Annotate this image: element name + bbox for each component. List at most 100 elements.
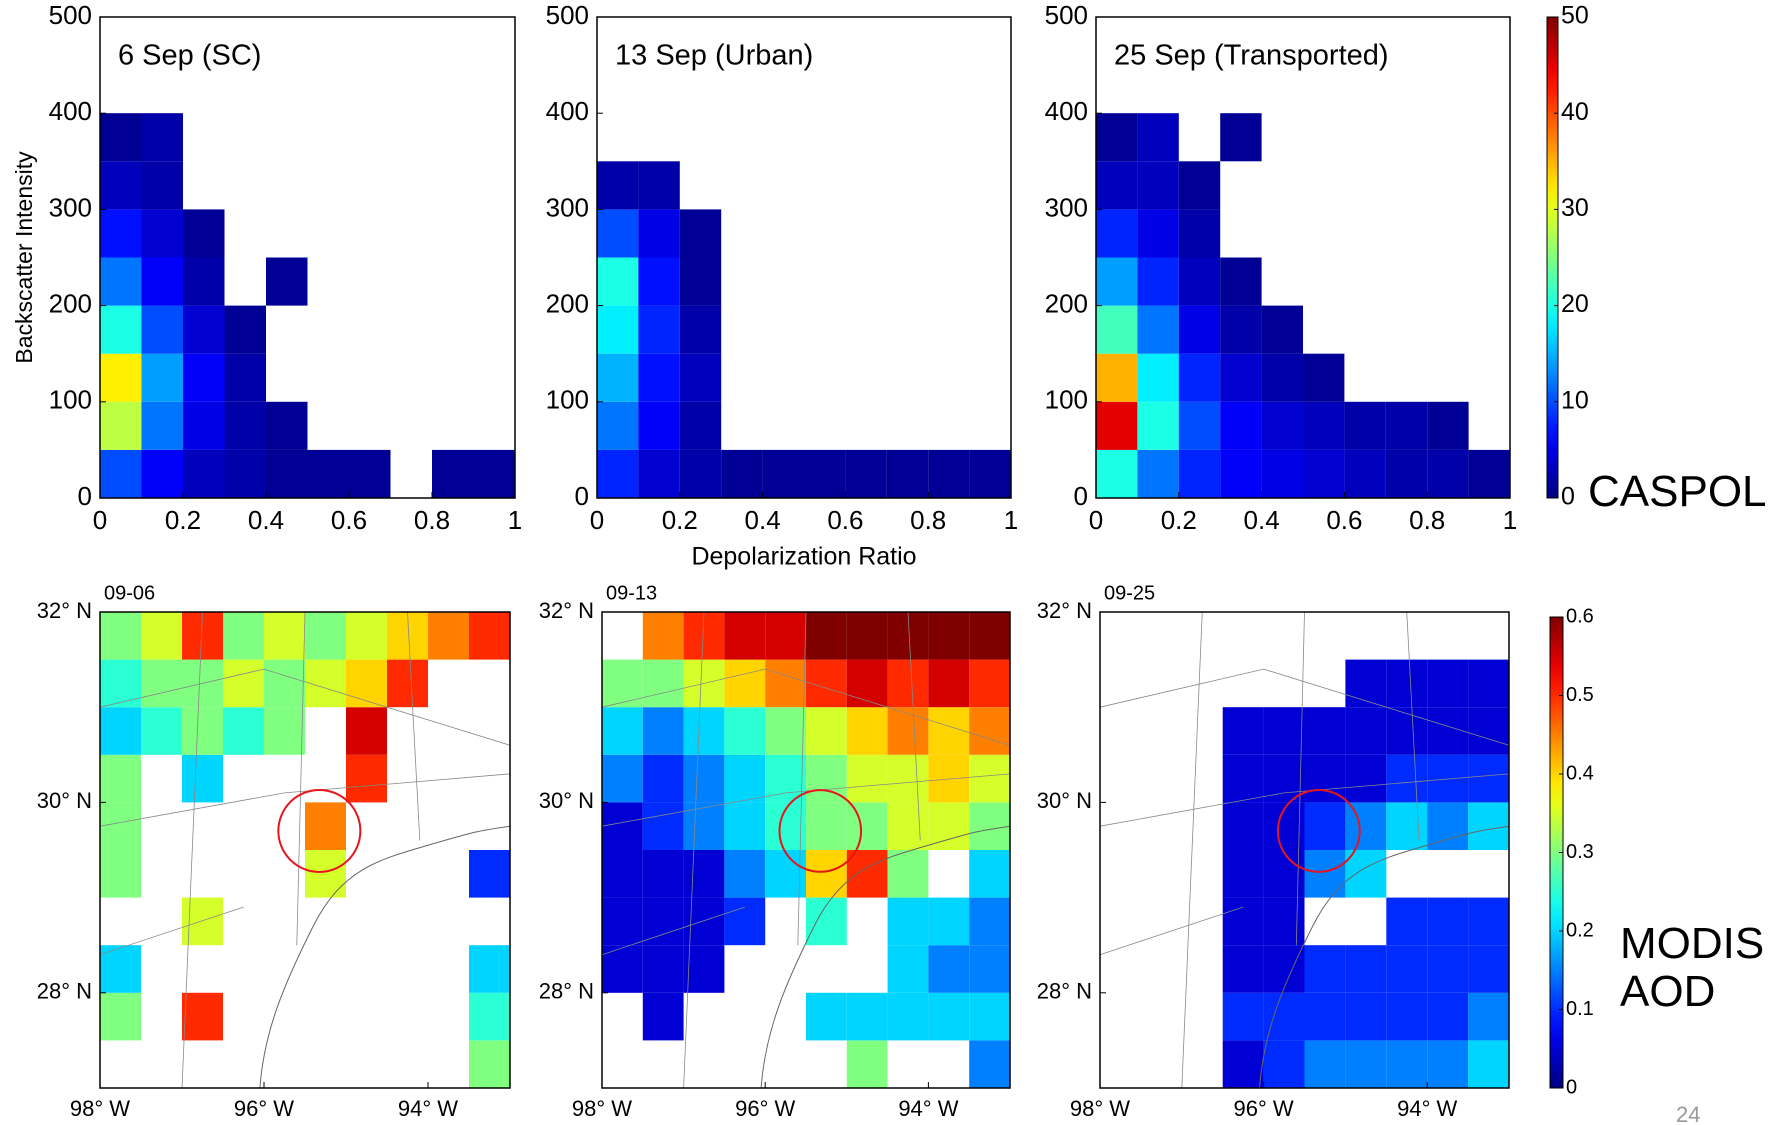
cell xyxy=(266,257,308,306)
cell xyxy=(266,401,308,450)
cell xyxy=(1468,945,1509,993)
cell xyxy=(183,449,225,498)
cell xyxy=(928,897,970,946)
cell xyxy=(846,1040,888,1088)
colorbar-tick-label: 10 xyxy=(1561,386,1589,414)
cell xyxy=(141,161,183,210)
cell xyxy=(305,850,346,898)
cell xyxy=(887,659,929,708)
y-tick-label: 300 xyxy=(546,192,589,222)
cell xyxy=(1427,659,1469,708)
cell xyxy=(141,659,182,708)
cell xyxy=(1427,707,1469,755)
cell xyxy=(762,449,804,498)
colorbar xyxy=(1546,16,1559,499)
cell xyxy=(642,850,684,898)
cell xyxy=(1096,305,1138,354)
x-tick-label: 0 xyxy=(590,505,604,535)
x-tick-label: 0.4 xyxy=(745,505,781,535)
y-tick-label: 500 xyxy=(1045,0,1088,30)
cell xyxy=(638,305,680,354)
x-tick-label: 96° W xyxy=(234,1096,294,1121)
cell xyxy=(264,612,305,660)
cell xyxy=(224,305,266,354)
cell xyxy=(183,209,225,258)
y-tick-label: 30° N xyxy=(37,788,92,813)
cell xyxy=(224,353,266,402)
cell xyxy=(928,754,970,803)
cell xyxy=(1345,802,1387,850)
cell xyxy=(1220,353,1262,402)
y-tick-label: 28° N xyxy=(539,979,594,1004)
cell xyxy=(141,113,183,162)
cell xyxy=(1345,659,1387,708)
y-tick-label: 200 xyxy=(49,288,92,318)
cell xyxy=(1220,449,1262,498)
cell xyxy=(724,802,766,850)
page-number: 24 xyxy=(1676,1102,1700,1125)
cell xyxy=(642,707,684,755)
cell xyxy=(100,612,141,660)
y-tick-label: 0 xyxy=(1074,481,1088,511)
cell xyxy=(887,992,929,1041)
cell xyxy=(683,945,725,993)
cell xyxy=(469,945,510,993)
cell xyxy=(928,992,970,1041)
y-tick-label: 0 xyxy=(78,481,92,511)
cell xyxy=(638,401,680,450)
cell xyxy=(469,850,510,898)
cell xyxy=(141,257,183,306)
cell xyxy=(642,612,684,660)
cell xyxy=(886,449,929,498)
cell xyxy=(1386,992,1428,1041)
cell xyxy=(1222,850,1264,898)
plot-frame xyxy=(596,16,1012,499)
x-tick-label: 0.6 xyxy=(827,505,863,535)
cell xyxy=(928,449,970,498)
colorbar-tick-label: 50 xyxy=(1561,2,1589,30)
cell xyxy=(387,612,428,660)
cell xyxy=(638,209,680,258)
cell xyxy=(928,802,970,850)
cell xyxy=(141,353,183,402)
x-tick-label: 98° W xyxy=(1070,1096,1130,1121)
cell xyxy=(928,659,970,708)
coastline xyxy=(760,825,1011,1089)
x-tick-label: 0.4 xyxy=(1244,505,1280,535)
colorbar-tick-label: 0.6 xyxy=(1566,605,1594,627)
cell xyxy=(846,707,888,755)
cell xyxy=(887,850,929,898)
colorbar-tick-label: 30 xyxy=(1561,194,1589,222)
highlight-circle xyxy=(1276,789,1361,873)
cell xyxy=(846,612,888,660)
y-tick-label: 30° N xyxy=(539,788,594,813)
cell xyxy=(724,850,766,898)
x-tick-label: 0 xyxy=(93,505,107,535)
cell xyxy=(846,850,888,898)
cell xyxy=(1427,897,1469,946)
x-tick-label: 1 xyxy=(1503,505,1517,535)
cell xyxy=(1386,945,1428,993)
cell xyxy=(928,945,970,993)
y-tick-label: 30° N xyxy=(1037,788,1092,813)
cell xyxy=(1304,707,1346,755)
cell xyxy=(806,992,847,1041)
cell xyxy=(1178,449,1221,498)
map-date: 09-13 xyxy=(606,582,657,604)
cell xyxy=(765,659,806,708)
x-tick-label: 0.6 xyxy=(1326,505,1362,535)
cell xyxy=(224,401,266,450)
cell xyxy=(1303,449,1345,498)
panel-title: 6 Sep (SC) xyxy=(118,40,261,72)
county-lines xyxy=(1099,611,1510,1089)
cell xyxy=(1137,449,1179,498)
colorbar-tick-label: 0 xyxy=(1561,483,1575,511)
cell xyxy=(141,612,182,660)
cell xyxy=(1345,945,1387,993)
y-axis-label: Backscatter Intensity xyxy=(11,151,37,364)
cell xyxy=(724,707,766,755)
cell xyxy=(806,802,847,850)
cell xyxy=(887,802,929,850)
cell xyxy=(887,945,929,993)
